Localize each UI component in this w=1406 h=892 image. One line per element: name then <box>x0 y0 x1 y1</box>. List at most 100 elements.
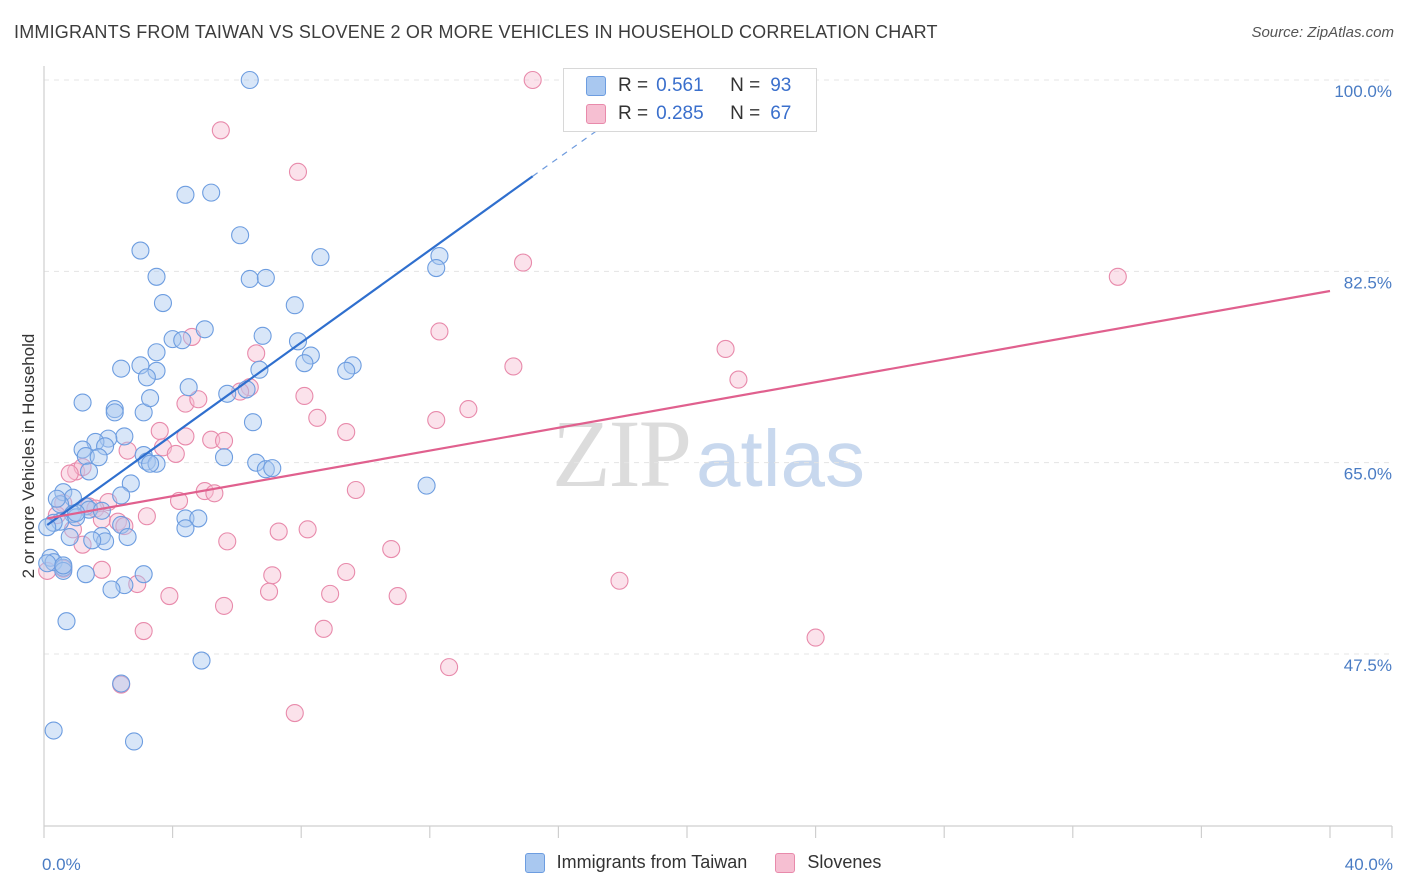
point-taiwan <box>73 393 92 412</box>
y-tick-label: 100.0% <box>1334 82 1392 101</box>
trend-extension-taiwan <box>532 123 607 177</box>
watermark: ZIPatlas <box>552 398 865 509</box>
point-taiwan <box>263 459 282 478</box>
point-slovenes <box>288 162 308 181</box>
point-slovenes <box>202 430 221 449</box>
point-slovenes <box>295 386 314 406</box>
point-taiwan <box>202 183 221 202</box>
point-taiwan <box>54 556 73 575</box>
series-legend: Immigrants from Taiwan Slovenes <box>0 852 1406 873</box>
chart-title: IMMIGRANTS FROM TAIWAN VS SLOVENE 2 OR M… <box>14 22 938 42</box>
point-taiwan <box>60 527 79 547</box>
point-taiwan <box>288 332 308 351</box>
point-slovenes <box>610 571 629 590</box>
point-taiwan <box>115 427 134 446</box>
point-slovenes <box>214 596 234 615</box>
point-taiwan <box>112 486 131 505</box>
trend-line-taiwan <box>46 175 534 526</box>
point-taiwan <box>121 474 140 493</box>
point-slovenes <box>218 532 237 551</box>
point-taiwan <box>137 368 156 387</box>
watermark-zip: ZIP <box>552 400 692 507</box>
point-slovenes <box>160 587 179 606</box>
point-taiwan <box>147 267 166 286</box>
point-taiwan <box>124 732 144 751</box>
point-taiwan <box>76 565 95 584</box>
r-value: 0.561 <box>656 75 704 96</box>
point-taiwan <box>47 489 66 508</box>
point-taiwan <box>147 454 166 473</box>
point-taiwan <box>285 296 304 315</box>
point-slovenes <box>298 520 317 539</box>
point-taiwan <box>179 378 198 397</box>
point-taiwan <box>112 674 131 693</box>
n-value: 93 <box>770 75 792 96</box>
point-taiwan <box>96 532 115 551</box>
point-taiwan <box>134 565 153 584</box>
stats-row-taiwan: R = 0.561 N = 93 <box>586 73 791 99</box>
point-slovenes <box>259 582 279 601</box>
point-taiwan <box>105 403 124 422</box>
point-taiwan <box>337 361 356 380</box>
point-taiwan <box>102 580 121 599</box>
point-taiwan <box>240 70 259 90</box>
point-slovenes <box>150 421 169 441</box>
point-taiwan <box>57 612 76 631</box>
point-taiwan <box>44 721 63 740</box>
point-taiwan <box>253 326 272 345</box>
point-taiwan <box>38 554 57 573</box>
legend-label-slovenes: Slovenes <box>807 852 882 872</box>
point-taiwan <box>173 331 192 350</box>
point-taiwan <box>256 268 275 287</box>
point-slovenes <box>806 628 825 647</box>
point-slovenes <box>308 408 327 427</box>
point-taiwan <box>240 269 259 289</box>
r-label: R = <box>618 103 649 124</box>
y-tick-label: 47.5% <box>1344 656 1392 675</box>
point-taiwan <box>96 437 115 456</box>
point-slovenes <box>166 444 185 463</box>
point-taiwan <box>147 361 166 380</box>
point-slovenes <box>513 253 533 272</box>
point-taiwan <box>54 561 73 580</box>
legend-item-slovenes[interactable]: Slovenes <box>775 852 881 873</box>
data-points <box>38 70 1127 751</box>
watermark-atlas: atlas <box>696 414 865 503</box>
y-tick-label: 65.0% <box>1344 465 1392 484</box>
n-value: 67 <box>770 103 792 124</box>
r-value: 0.285 <box>656 103 704 124</box>
legend-swatch-slovenes <box>586 104 606 124</box>
point-taiwan <box>153 293 173 313</box>
point-taiwan <box>295 354 314 373</box>
point-slovenes <box>176 427 195 446</box>
legend-item-taiwan[interactable]: Immigrants from Taiwan <box>524 852 747 873</box>
y-tick-label: 82.5% <box>1344 273 1392 292</box>
point-taiwan <box>163 330 182 349</box>
point-slovenes <box>523 70 542 90</box>
point-slovenes <box>337 562 356 582</box>
point-taiwan <box>112 359 131 378</box>
legend-swatch-slovenes <box>775 852 796 873</box>
point-slovenes <box>134 621 153 641</box>
point-taiwan <box>76 447 95 466</box>
point-slovenes <box>214 431 234 450</box>
point-slovenes <box>346 480 365 500</box>
point-taiwan <box>237 380 256 399</box>
point-taiwan <box>176 519 195 538</box>
point-slovenes <box>211 121 230 140</box>
source-label: Source: ZipAtlas.com <box>1251 24 1394 41</box>
point-taiwan <box>176 185 195 204</box>
axes <box>43 66 1393 838</box>
point-taiwan <box>141 389 160 408</box>
point-slovenes <box>1108 267 1127 286</box>
point-slovenes <box>440 658 459 677</box>
point-slovenes <box>92 560 111 579</box>
point-slovenes <box>430 322 449 341</box>
y-axis-label: 2 or more Vehicles in Household <box>19 334 38 579</box>
tick-labels: 47.5% 65.0% 82.5% 100.0% 0.0% 40.0% <box>42 82 1393 874</box>
point-taiwan <box>243 413 263 432</box>
point-slovenes <box>189 390 208 409</box>
point-slovenes <box>263 566 282 585</box>
legend-swatch-taiwan <box>586 76 606 96</box>
n-label: N = <box>730 75 761 96</box>
